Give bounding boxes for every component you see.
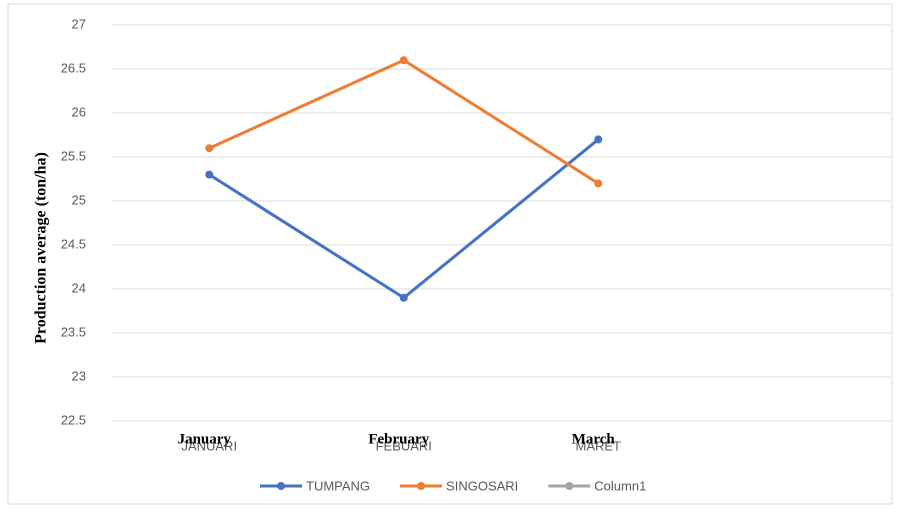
legend-label: SINGOSARI [446, 478, 518, 493]
data-point [205, 170, 214, 179]
data-point [399, 293, 408, 302]
y-tick-label: 26 [72, 104, 86, 119]
x-overlay-label: March [572, 431, 616, 447]
data-point [594, 179, 603, 188]
y-tick-label: 25 [72, 192, 86, 207]
y-tick-label: 27 [72, 16, 86, 31]
legend-marker [417, 482, 426, 490]
x-tick-label: MARET [576, 438, 622, 453]
y-axis-title: Production average (ton/ha) [33, 152, 50, 344]
x-tick-label: FEBUARI [376, 438, 432, 453]
chart-border [7, 3, 893, 505]
y-tick-label: 23 [72, 368, 86, 383]
y-tick-label: 25.5 [61, 148, 86, 163]
data-point [399, 56, 408, 65]
legend-marker [565, 482, 574, 490]
data-point [594, 135, 603, 144]
y-tick-label: 22.5 [61, 412, 86, 427]
legend-label: TUMPANG [306, 478, 370, 493]
data-point [205, 144, 214, 153]
x-overlay-label: January [178, 431, 232, 447]
legend-label: Column1 [594, 478, 646, 493]
y-tick-label: 24.5 [61, 236, 86, 251]
x-tick-label: JANUARI [181, 438, 237, 453]
y-tick-label: 26.5 [61, 60, 86, 75]
y-tick-label: 24 [72, 280, 86, 295]
y-tick-label: 23.5 [61, 324, 86, 339]
x-overlay-label: February [368, 431, 429, 447]
legend-marker [277, 482, 285, 490]
